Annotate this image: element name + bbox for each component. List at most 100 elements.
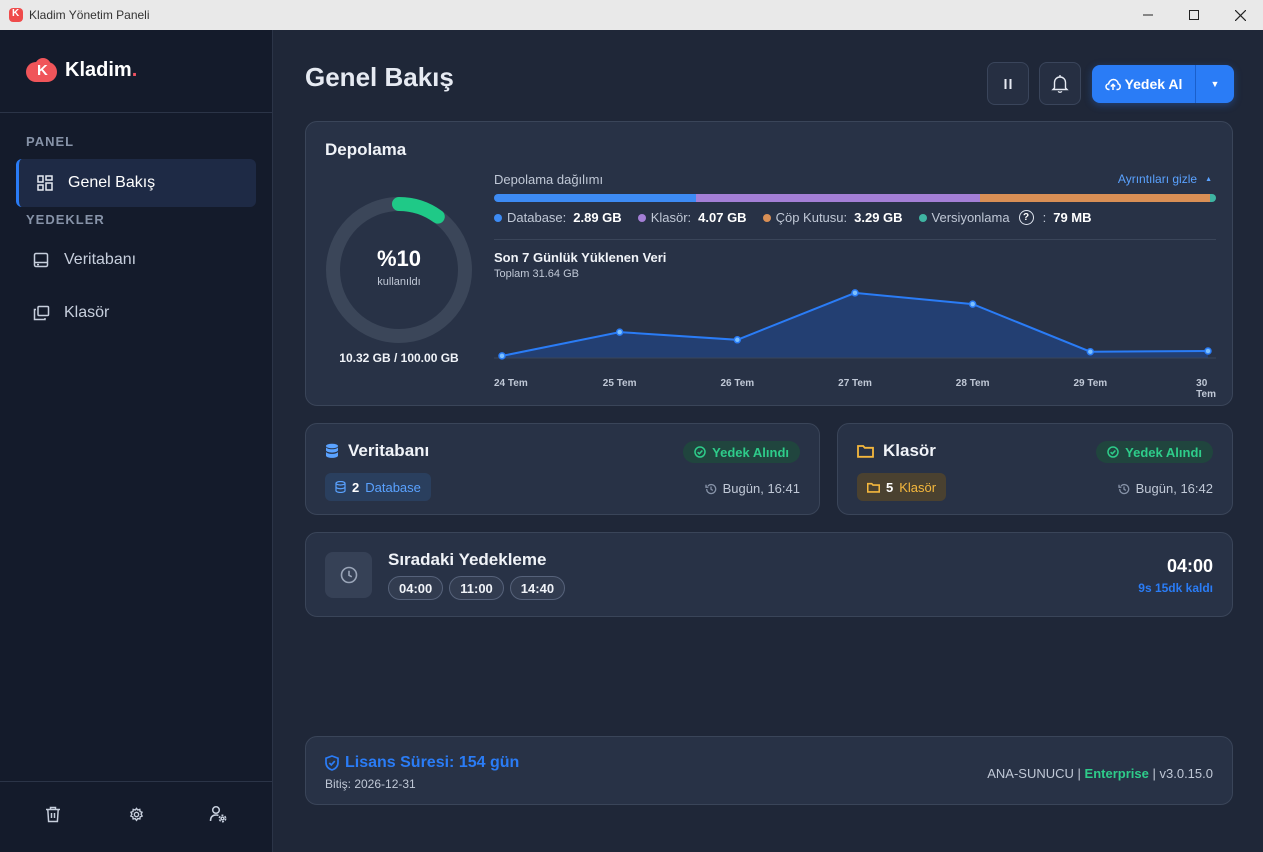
database-small-icon — [335, 481, 346, 493]
folder-count-badge[interactable]: 5 Klasör — [857, 473, 947, 501]
minimize-icon — [1143, 14, 1153, 16]
chart-point[interactable] — [733, 336, 742, 344]
distribution-label: Depolama dağılımı — [494, 172, 604, 187]
time-remaining: 9s 15dk kaldı — [1138, 581, 1213, 595]
x-tick-label: 24 Tem — [494, 378, 528, 389]
close-icon — [1234, 9, 1246, 21]
check-circle-icon — [1107, 446, 1119, 458]
sidebar: K Kladim. PANEL Genel Bakış YEDEKLER Ver… — [0, 30, 273, 852]
x-tick-label: 27 Tem — [838, 378, 872, 389]
last-backup-time: Bugün, 16:41 — [704, 481, 800, 496]
distribution-legend: Database: 2.89 GB Klasör: 4.07 GB Çöp Kutu… — [494, 210, 1092, 225]
pause-icon — [1004, 78, 1012, 89]
backup-now-label: Yedek Al — [1124, 76, 1183, 92]
chart-point[interactable] — [968, 300, 977, 308]
clock-icon-box — [325, 552, 372, 598]
page-title: Genel Bakış — [305, 62, 454, 92]
cloud-upload-icon — [1104, 78, 1121, 91]
time-chip[interactable]: 14:40 — [509, 576, 566, 600]
x-tick-label: 29 Tem — [1073, 378, 1108, 389]
distribution-bar — [494, 194, 1216, 202]
legend-item-versiyonlama: Versiyonlama ? :79 MB — [918, 210, 1092, 225]
check-circle-icon — [694, 446, 706, 458]
app-logo-icon: K — [9, 8, 23, 22]
chart-point[interactable] — [498, 352, 506, 360]
backup-now-button[interactable]: Yedek Al — [1092, 65, 1195, 103]
storage-donut — [326, 197, 472, 343]
sidebar-item-klasor[interactable]: Klasör — [16, 289, 256, 337]
folders-icon — [32, 304, 50, 322]
server-name: ANA-SUNUCU — [987, 766, 1074, 781]
donut-used-arc — [326, 197, 472, 343]
next-backup-card: Sıradaki Yedekleme 04:00 11:00 14:40 04:… — [305, 532, 1233, 617]
backup-options-dropdown[interactable]: ▼ — [1196, 65, 1234, 103]
window-titlebar: K Kladim Yönetim Paneli — [0, 0, 1263, 30]
bell-icon — [1051, 75, 1069, 93]
notifications-button[interactable] — [1039, 62, 1081, 105]
time-chip[interactable]: 04:00 — [388, 576, 444, 600]
trash-button[interactable] — [41, 802, 65, 826]
database-card-title: Veritabanı — [348, 441, 430, 460]
license-title: Lisans Süresi: 154 gün — [325, 754, 519, 772]
chart-point[interactable] — [1086, 347, 1095, 356]
pause-button[interactable] — [987, 62, 1029, 105]
distribution-segment — [494, 194, 696, 202]
window-title: Kladim Yönetim Paneli — [29, 8, 150, 22]
sidebar-item-label: Klasör — [64, 304, 110, 321]
database-card-header: Veritabanı — [325, 441, 429, 461]
chart-point[interactable] — [1204, 347, 1212, 355]
legend-dot — [637, 213, 646, 222]
license-info: ANA-SUNUCU | Enterprise | v3.0.15.0 — [987, 766, 1213, 781]
history-icon — [1117, 483, 1129, 494]
backup-now-button-group: Yedek Al ▼ — [1092, 65, 1234, 103]
sidebar-item-genel-bakis[interactable]: Genel Bakış — [16, 159, 256, 207]
license-card: Lisans Süresi: 154 gün Bitiş: 2026-12-31… — [305, 736, 1233, 805]
minimize-button[interactable] — [1125, 0, 1171, 30]
trash-icon — [46, 806, 60, 822]
time-chip[interactable]: 11:00 — [449, 576, 504, 600]
sidebar-divider — [0, 112, 272, 113]
help-icon[interactable]: ? — [1018, 210, 1034, 225]
chart-point[interactable] — [615, 328, 624, 336]
chart-subtitle: Toplam 31.64 GB — [494, 268, 579, 280]
settings-button[interactable] — [124, 802, 148, 826]
legend-item-cop-kutusu: Çöp Kutusu: 3.29 GB — [762, 210, 903, 225]
database-count-badge[interactable]: 2 Database — [325, 473, 431, 501]
sidebar-bottom-divider — [0, 781, 272, 782]
close-window-button[interactable] — [1217, 0, 1263, 30]
distribution-segment — [980, 194, 1211, 202]
status-badge: Yedek Alındı — [683, 441, 800, 463]
shield-check-icon — [325, 755, 339, 771]
license-edition: Enterprise — [1084, 766, 1149, 781]
usage-total: 10.32 GB / 100.00 GB — [339, 351, 459, 365]
user-settings-icon — [209, 805, 227, 823]
folder-backup-card: Klasör Yedek Alındı 5 Klasör Bugün, 16:4… — [837, 423, 1233, 515]
chart-point[interactable] — [851, 289, 859, 297]
toggle-details-link[interactable]: Ayrıntıları gizle ▲ — [1118, 172, 1212, 186]
last-backup-time: Bugün, 16:42 — [1117, 481, 1213, 496]
maximize-button[interactable] — [1171, 0, 1217, 30]
schedule-times: 04:00 11:00 14:40 — [388, 576, 566, 600]
usage-percent: %10 — [376, 246, 422, 271]
legend-dot — [918, 213, 927, 222]
brand[interactable]: K Kladim. — [26, 58, 137, 82]
sidebar-item-veritabani[interactable]: Veritabanı — [16, 236, 256, 284]
dashboard-grid-icon — [36, 174, 54, 192]
user-settings-button[interactable] — [206, 802, 230, 826]
chevron-down-icon: ▼ — [1210, 79, 1220, 89]
sidebar-item-label: Veritabanı — [64, 251, 137, 268]
toggle-details-label: Ayrıntıları gizle — [1117, 172, 1198, 186]
distribution-segment — [695, 194, 981, 202]
storage-separator — [494, 239, 1216, 240]
upload-area-chart — [494, 289, 1216, 360]
license-expiry: Bitiş: 2026-12-31 — [325, 777, 416, 791]
sidebar-section-panel: PANEL — [26, 134, 75, 149]
sidebar-section-yedekler: YEDEKLER — [26, 212, 105, 227]
x-tick-label: 26 Tem — [720, 378, 755, 389]
folder-icon — [857, 445, 874, 458]
chevron-up-icon: ▲ — [1205, 175, 1212, 183]
folder-small-icon — [867, 482, 880, 493]
x-tick-label: 30 Tem — [1196, 378, 1216, 400]
storage-title: Depolama — [325, 140, 407, 159]
history-icon — [704, 483, 716, 494]
